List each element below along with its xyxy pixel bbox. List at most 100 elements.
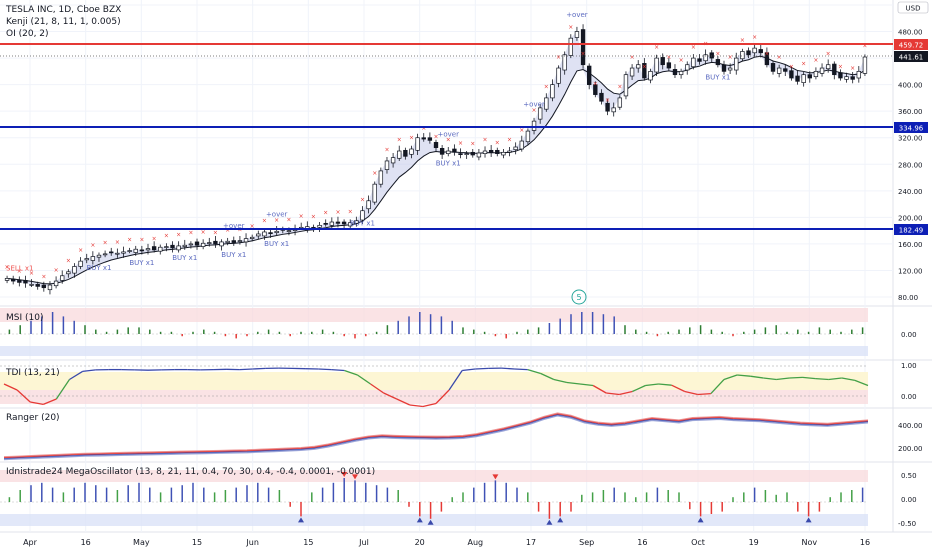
candle-up [78,260,83,267]
tdi-segment [737,374,751,377]
tdi-segment [82,369,96,373]
ranger-title[interactable]: Ranger (20) [6,413,60,423]
currency-badge[interactable] [897,1,929,14]
x-marker: × [470,141,475,148]
candle-down [35,284,40,287]
candle-up [249,236,255,239]
tdi-segment [239,368,253,371]
tdi-segment [645,383,659,387]
buy-annotation: BUY x1 [172,254,197,262]
time-axis[interactable]: Apr 16 May 15 Jun 15 Jul 20 Aug 17 Sep 16 Oct 19 Nov 16 [23,538,870,547]
x-marker: × [593,80,598,87]
candle-up [574,31,580,38]
x-marker: × [630,54,635,61]
time-tick-label: 15 [192,538,202,547]
candle-down [439,147,445,155]
candle-up [366,200,371,210]
candle-up [501,151,506,156]
tdi-title[interactable]: TDI (13, 21) [5,368,60,378]
tdi-segment [606,392,620,396]
candle-up [703,54,708,62]
tdi-segment [828,377,842,381]
time-tick-label: 16 [637,538,647,547]
time-tick-label: Sep [579,538,594,547]
msi-title[interactable]: MSI (10) [6,313,43,323]
candle-up [360,210,365,221]
kenji-markers: × × × × × × × × × × × × × × × × × × × × × × × × × × × × × × × × × × × × × × × ×… [5,11,868,280]
candle-down [605,102,610,112]
candle-down [495,149,500,155]
tdi-segment [841,377,856,382]
candle-up [47,284,53,291]
x-marker: × [850,65,855,72]
mega-buy-triangle [805,517,812,523]
mega-sell-triangle [492,474,499,480]
mega-title[interactable]: Idnistrade24 MegaOscillator (13, 8, 21, … [6,467,375,477]
center-marker[interactable] [571,289,587,305]
candle-down [427,137,433,141]
tdi-segment [789,376,803,379]
candle-up [262,231,267,237]
tdi-segment [514,368,528,371]
candle-up [629,67,635,77]
tdi-segment [710,379,725,395]
x-marker: × [826,50,831,57]
candle-up [862,56,868,74]
candle-down [231,240,236,243]
candle-up [464,153,469,156]
tdi-segment [501,367,515,370]
candle-up [372,183,377,203]
kenji-legend[interactable]: Kenji (21, 8, 11, 1, 0.005) [6,17,121,27]
candle-down [593,84,598,95]
tdi-segment [684,390,698,396]
buy-annotation: BUY x1 [436,160,461,168]
msi-lower-band [0,346,868,356]
tdi-segment [357,374,371,385]
candle-up [740,51,745,60]
msi-histogram [0,312,868,339]
candle-up [384,160,390,170]
x-marker: × [605,97,610,104]
x-marker: × [348,208,353,215]
candles [4,24,868,295]
tdi-line [0,365,869,408]
tdi-segment [30,401,44,406]
candle-up [691,57,696,68]
price-tick-label: 400.00 [898,82,923,90]
candle-up [819,67,825,74]
candle-up [121,251,126,254]
tdi-segment [344,369,358,376]
x-marker: × [556,54,561,61]
x-marker: × [41,273,46,280]
x-marker: × [188,230,193,237]
time-tick-label: Jul [358,538,369,547]
candle-down [17,280,22,283]
x-marker: × [311,214,316,221]
candle-down [470,151,475,156]
time-tick-label: 15 [303,538,313,547]
tdi-segment [566,381,581,385]
candle-down [11,278,16,282]
time-tick-label: 16 [81,538,91,547]
candle-up [274,230,279,233]
candle-up [348,222,353,227]
x-marker: × [568,24,573,31]
candle-up [556,67,561,84]
candle-up [636,64,641,69]
red-level-label-bg [894,39,928,50]
candle-up [96,254,102,258]
time-tick-label: Apr [23,538,38,547]
tdi-segment [619,390,633,396]
over-annotation: +over [566,11,588,19]
tdi-segment [462,368,476,372]
oi-legend[interactable]: OI (20, 2) [6,29,49,39]
x-marker: × [103,240,108,247]
candle-up [537,107,543,120]
x-marker: × [250,223,255,230]
candle-down [795,75,800,82]
x-marker: × [764,50,769,57]
x-marker: × [446,137,451,144]
buy-annotation: BUY x1 [705,73,730,81]
candle-up [354,220,359,224]
